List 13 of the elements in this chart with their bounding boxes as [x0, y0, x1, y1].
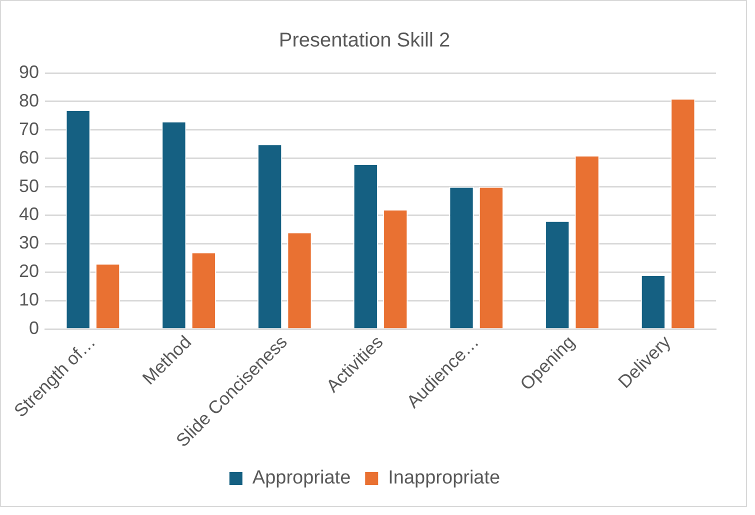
y-tick-label: 50: [18, 176, 40, 196]
y-tick-label: 10: [18, 290, 40, 310]
chart-title: Presentation Skill 2: [278, 30, 450, 52]
y-tick-label: 70: [18, 118, 40, 139]
y-tick-label: 60: [18, 147, 40, 168]
y-tick-label: 20: [18, 261, 40, 282]
y-tick-label: 40: [18, 204, 40, 224]
y-tick-label: 30: [18, 232, 40, 253]
legend-label: Inappropriate: [388, 468, 500, 489]
y-tick-label: 0: [29, 318, 40, 338]
y-tick-label: 80: [18, 90, 40, 110]
y-tick-label: 90: [18, 62, 40, 82]
legend-label: Appropriate: [252, 468, 351, 489]
